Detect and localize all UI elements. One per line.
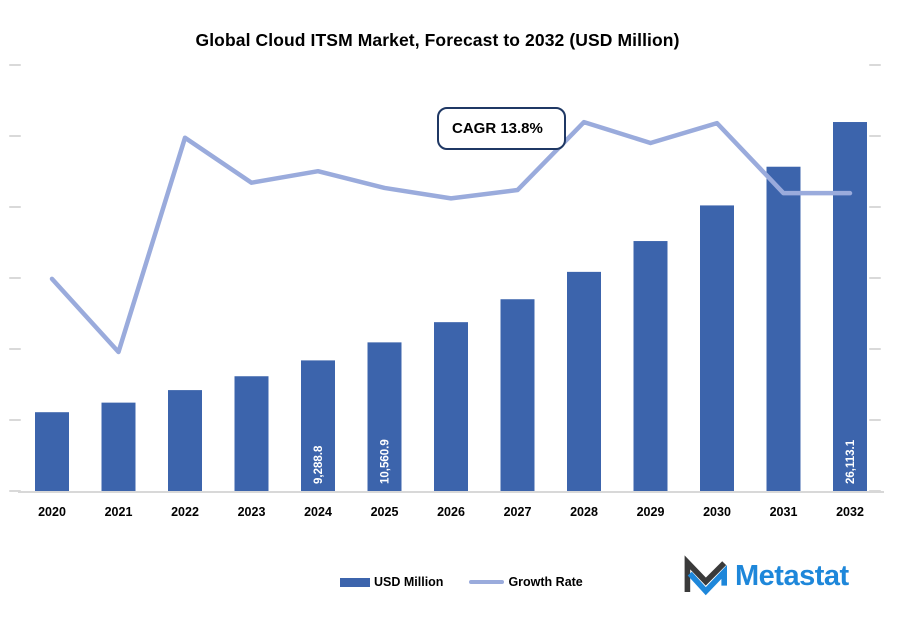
left-axis-tick [9,277,21,279]
bar-2026 [434,322,468,492]
x-axis-label-2028: 2028 [570,505,598,519]
metastat-m-icon [684,555,727,596]
left-axis-tick [9,64,21,66]
legend-item-growth-rate: Growth Rate [469,575,583,589]
bar-2032 [833,122,867,493]
bar-2025 [367,342,402,492]
left-axis-tick [9,419,21,421]
cagr-annotation: CAGR 13.8% [437,107,566,150]
metastat-wordmark: Metastat [735,559,849,592]
bar-2021 [101,402,136,492]
x-axis-label-2020: 2020 [38,505,66,519]
legend-item-usd-million: USD Million [340,575,443,589]
bar-value-label-2024: 9,288.8 [313,445,325,484]
right-axis-tick [869,277,881,279]
bar-2027 [500,299,535,492]
right-axis-tick [869,135,881,137]
x-axis-label-2022: 2022 [171,505,199,519]
x-axis-label-2027: 2027 [504,505,532,519]
x-axis-label-2029: 2029 [637,505,665,519]
right-axis-tick [869,348,881,350]
legend-label-growth-rate: Growth Rate [508,575,583,589]
growth-rate-line [49,119,853,355]
x-axis-label-2023: 2023 [238,505,266,519]
x-axis-label-2030: 2030 [703,505,731,519]
right-axis-tick [869,206,881,208]
chart-title: Global Cloud ITSM Market, Forecast to 20… [195,30,680,50]
legend: USD Million Growth Rate [340,575,583,589]
x-axis-label-2025: 2025 [371,505,399,519]
x-axis-labels: 2020 2021 2022 2023 2024 2025 2026 2027 2028 2029… [38,505,864,519]
bars-group [35,122,867,493]
right-axis-tick [869,64,881,66]
bar-value-label-2032: 26,113.1 [845,439,857,484]
right-axis-tick [869,419,881,421]
bar-2024 [301,360,335,492]
left-axis-tick [9,206,21,208]
x-axis-label-2021: 2021 [105,505,133,519]
legend-label-usd-million: USD Million [374,575,444,589]
bar-2030 [700,205,734,492]
bar-value-label-2025: 10,560.9 [380,439,392,484]
bar-2023 [234,376,269,492]
line-swatch-icon [469,580,505,584]
x-axis-label-2032: 2032 [836,505,864,519]
metastat-logo: Metastat [681,553,849,599]
bar-2028 [567,271,601,492]
bar-swatch-icon [340,577,370,587]
bar-2022 [168,390,202,492]
x-axis-label-2024: 2024 [304,505,332,519]
x-axis-label-2031: 2031 [770,505,798,519]
bar-2031 [766,166,801,492]
bar-2020 [35,412,69,492]
left-axis-tick [9,348,21,350]
cagr-label: CAGR 13.8% [452,120,543,137]
x-axis-label-2026: 2026 [437,505,465,519]
bar-2029 [633,241,668,492]
left-axis-tick [9,135,21,137]
bar-value-labels: 9,288.8 10,560.9 26,113.1 [313,439,857,484]
